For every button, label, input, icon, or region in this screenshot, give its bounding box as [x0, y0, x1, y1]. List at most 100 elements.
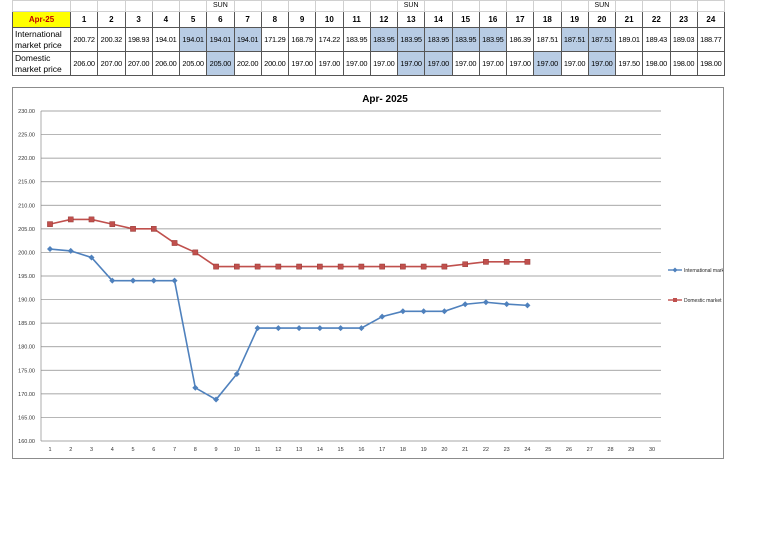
day-header: 15	[451, 11, 480, 28]
series-line-0	[49, 248, 528, 401]
data-point	[171, 277, 178, 284]
data-point	[192, 249, 199, 256]
data-point	[483, 259, 489, 265]
y-tick-label: 170.00	[18, 392, 35, 398]
sun-mark	[287, 0, 317, 12]
sun-row-blank	[12, 0, 71, 12]
chart-canvas: Apr- 2025 160.00 165.00 170.00 175.00 180.00 1…	[18, 94, 723, 453]
x-tick-label: 1	[48, 447, 51, 453]
price-cell: 187.51	[587, 27, 617, 52]
chart-title: Apr- 2025	[362, 94, 408, 105]
data-point	[88, 254, 95, 261]
x-tick-label: 15	[338, 447, 344, 453]
x-tick-label: 22	[483, 447, 489, 453]
price-cell: 206.00	[69, 51, 99, 76]
data-point	[109, 221, 116, 227]
day-header: 21	[614, 11, 644, 28]
y-tick-label: 160.00	[18, 439, 35, 445]
price-cell: 183.95	[478, 27, 508, 52]
sun-mark	[478, 0, 508, 12]
x-tick-label: 30	[649, 447, 655, 453]
x-tick-label: 23	[504, 447, 510, 453]
x-tick-label: 13	[296, 447, 302, 453]
y-tick-label: 215.00	[18, 180, 35, 186]
day-header: 10	[315, 11, 344, 28]
x-tick-label: 12	[275, 447, 281, 453]
data-point	[462, 301, 469, 308]
y-tick-label: 200.00	[18, 250, 35, 256]
row-label: Domestic market price	[12, 51, 71, 76]
x-tick-label: 20	[441, 447, 447, 453]
x-tick-label: 17	[379, 447, 385, 453]
data-point	[358, 263, 365, 270]
y-tick-label: 190.00	[18, 298, 35, 304]
price-cell: 187.51	[533, 27, 562, 52]
data-point	[337, 263, 344, 270]
x-tick-label: 26	[566, 447, 572, 453]
price-cell: 200.00	[260, 51, 290, 76]
x-tick-label: 11	[255, 447, 261, 453]
data-point	[399, 308, 406, 315]
data-point	[254, 263, 261, 270]
data-point	[316, 325, 323, 332]
y-tick-label: 205.00	[18, 227, 35, 233]
sun-mark	[451, 0, 480, 12]
price-cell: 188.77	[696, 27, 726, 52]
x-tick-label: 29	[628, 447, 634, 453]
x-tick-label: 2	[69, 447, 72, 453]
data-point	[358, 325, 365, 332]
sun-mark	[69, 0, 99, 12]
data-point	[524, 302, 531, 309]
day-header: 2	[97, 11, 126, 28]
price-cell: 189.43	[642, 27, 671, 52]
price-cell: 197.00	[533, 51, 562, 76]
y-tick-label: 195.00	[18, 274, 35, 280]
data-point	[233, 370, 240, 377]
data-point	[47, 221, 53, 227]
data-point	[379, 313, 386, 320]
day-header: 4	[151, 11, 181, 28]
price-cell: 197.00	[369, 51, 399, 76]
price-cell: 189.03	[669, 27, 698, 52]
data-point	[482, 299, 489, 306]
day-header: 19	[560, 11, 589, 28]
price-cell: 189.01	[614, 27, 644, 52]
day-header: 7	[233, 11, 262, 28]
price-cell: 168.79	[287, 27, 317, 52]
price-grid: SUN SUN SUN Apr-25 1 2 3 4 5 6 7 8 9 10 11 12 13 14 15 16 17…	[12, 0, 726, 76]
data-point	[296, 325, 303, 332]
legend-label: International market price	[684, 268, 723, 274]
sun-mark	[669, 0, 698, 12]
sun-mark: SUN	[396, 0, 426, 12]
x-tick-label: 19	[421, 447, 427, 453]
x-tick-label: 14	[317, 447, 323, 453]
data-point	[192, 384, 199, 391]
sun-mark	[178, 0, 208, 12]
x-tick-label: 8	[194, 447, 197, 453]
price-cell: 206.00	[151, 51, 181, 76]
day-header-row: Apr-25 1 2 3 4 5 6 7 8 9 10 11 12 13 14 15 16 17 18 19 20 21 2…	[12, 11, 726, 28]
price-table: SUN SUN SUN Apr-25 1 2 3 4 5 6 7 8 9 10 11 12 13 14 15 16 17…	[12, 0, 726, 76]
price-cell: 197.00	[478, 51, 508, 76]
day-header: 16	[478, 11, 508, 28]
sun-mark	[533, 0, 562, 12]
y-tick-label: 230.00	[18, 109, 35, 115]
series-line-1	[49, 218, 528, 268]
sun-mark	[642, 0, 671, 12]
sun-mark	[124, 0, 153, 12]
sun-mark	[151, 0, 181, 12]
x-tick-label: 4	[111, 447, 114, 453]
price-cell: 186.39	[505, 27, 535, 52]
legend-marker	[673, 298, 677, 302]
sun-mark	[369, 0, 399, 12]
data-point	[254, 325, 261, 332]
x-tick-label: 24	[524, 447, 530, 453]
data-point	[130, 277, 137, 284]
x-tick-label: 27	[587, 447, 593, 453]
price-cell: 194.01	[233, 27, 262, 52]
data-point	[275, 325, 282, 332]
price-cell: 202.00	[233, 51, 262, 76]
sun-mark	[560, 0, 589, 12]
data-point	[524, 259, 531, 265]
price-cell: 197.00	[287, 51, 317, 76]
